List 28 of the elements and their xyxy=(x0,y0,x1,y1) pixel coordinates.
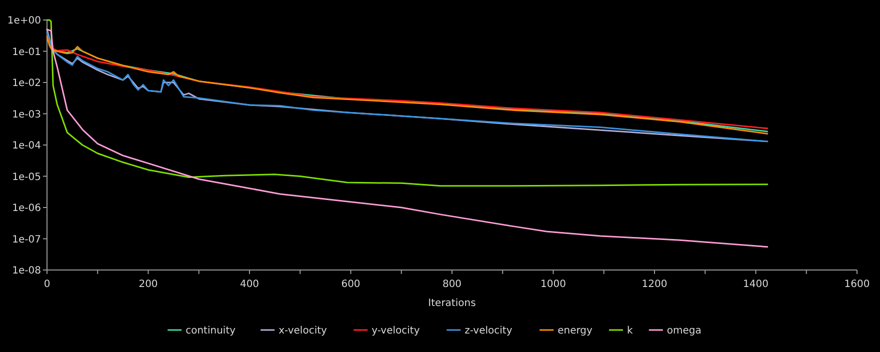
y-tick-label: 1e-05 xyxy=(12,172,41,183)
x-tick-label: 0 xyxy=(44,279,50,290)
x-tick-label: 1000 xyxy=(540,279,566,290)
legend-label: y-velocity xyxy=(372,326,420,336)
y-tick-label: 1e-02 xyxy=(12,78,41,89)
x-tick-label: 1400 xyxy=(743,279,768,290)
x-tick-label: 1600 xyxy=(844,279,870,290)
y-tick-label: 1e-07 xyxy=(12,234,41,246)
x-tick-label: 1200 xyxy=(642,279,668,290)
y-tick-label: 1e-08 xyxy=(12,266,41,276)
x-tick-label: 800 xyxy=(442,279,462,290)
legend-label: k xyxy=(627,326,633,336)
line-series xyxy=(46,19,768,187)
y-tick-label: 1e-03 xyxy=(12,109,41,120)
y-tick-label: 1e-01 xyxy=(12,46,41,58)
x-tick-label: 400 xyxy=(240,279,260,290)
y-tick-label: 1e-04 xyxy=(12,140,41,152)
legend-label: z-velocity xyxy=(464,326,512,336)
legend-label: continuity xyxy=(186,326,236,336)
y-tick-label: 1e-06 xyxy=(12,203,41,214)
legend-label: omega xyxy=(666,326,702,336)
legend-label: x-velocity xyxy=(278,326,328,336)
line-series xyxy=(46,28,768,248)
x-axis-title: Iterations xyxy=(428,298,476,309)
y-tick-label: 1e+00 xyxy=(7,16,41,26)
x-tick-label: 200 xyxy=(138,279,158,290)
legend-label: energy xyxy=(558,326,593,336)
x-tick-label: 600 xyxy=(341,279,360,290)
